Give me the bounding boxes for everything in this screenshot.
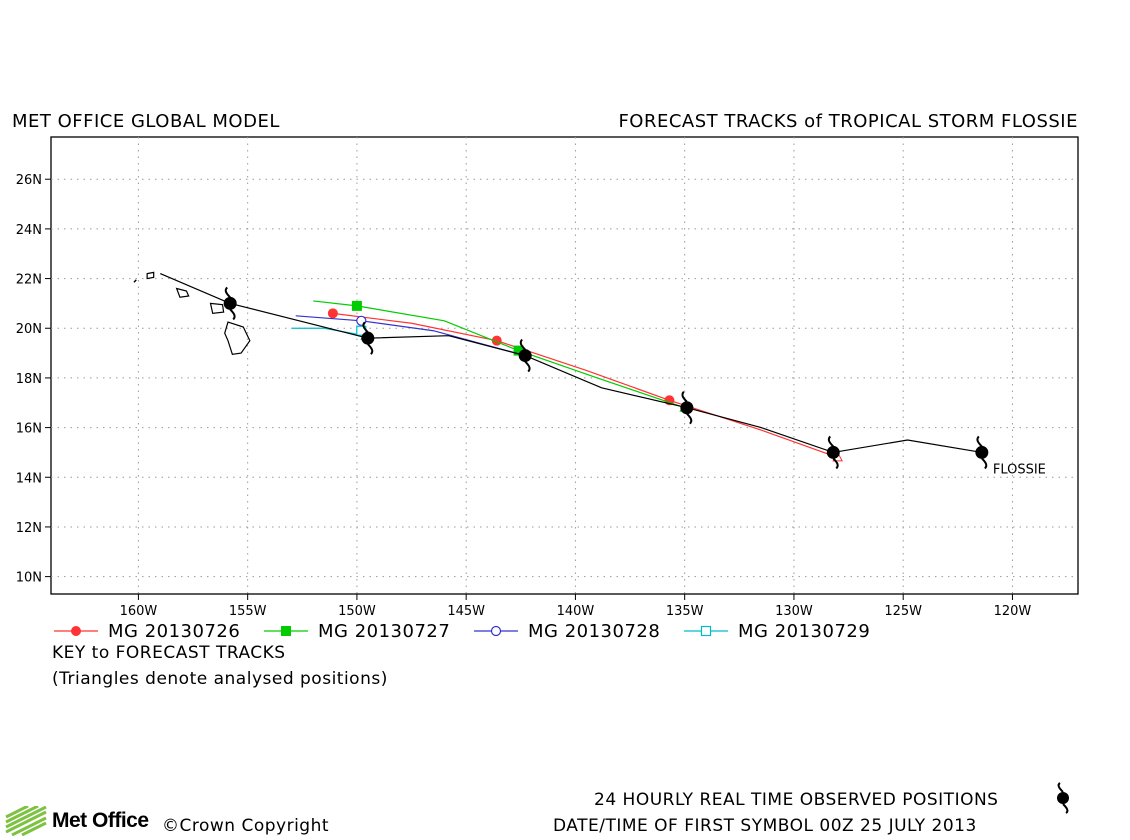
forecast-marker xyxy=(513,345,524,356)
forecast-track-line xyxy=(332,312,838,458)
legend-marker-blue-open-circle xyxy=(474,625,518,637)
island-coastline xyxy=(146,271,155,280)
key-note: (Triangles denote analysed positions) xyxy=(52,669,388,689)
lon-tick-label: 120W xyxy=(994,604,1032,619)
tropical-storm-symbol-icon xyxy=(680,391,694,425)
lat-tick-label: 10N xyxy=(16,571,42,586)
lon-tick-label: 160W xyxy=(120,604,158,619)
legend-item-mg20130726: MG 20130726 xyxy=(52,620,240,642)
first-symbol-datetime: DATE/TIME OF FIRST SYMBOL 00Z 25 JULY 20… xyxy=(553,816,977,836)
observed-track-line xyxy=(160,273,982,454)
legend-marker-red-circle xyxy=(54,626,98,636)
lat-tick-label: 16N xyxy=(16,422,42,437)
legend-marker-green-square xyxy=(264,626,308,636)
island-niihau xyxy=(133,279,137,283)
tropical-storm-symbol-icon xyxy=(826,435,840,470)
storm-symbol-core xyxy=(518,349,532,363)
storm-symbol-arm xyxy=(832,457,839,470)
legend-label: MG 20130729 xyxy=(738,620,871,642)
lon-tick-label: 135W xyxy=(666,604,704,619)
tropical-storm-symbol-icon xyxy=(361,321,375,355)
storm-symbol-arm xyxy=(976,435,983,448)
lat-tick-label: 12N xyxy=(16,521,42,536)
storm-symbol-core xyxy=(975,445,989,459)
storm-symbol-arm xyxy=(681,391,688,403)
right-title: FORECAST TRACKS of TROPICAL STORM FLOSSI… xyxy=(618,111,1078,132)
island-coastline xyxy=(224,321,251,355)
island-coastline xyxy=(175,287,190,298)
storm-symbol-core xyxy=(826,445,840,459)
left-title: MET OFFICE GLOBAL MODEL xyxy=(12,111,280,132)
legend-item-mg20130729: MG 20130729 xyxy=(682,620,870,642)
tropical-storm-symbol-icon xyxy=(223,286,237,321)
storm-symbol-arm xyxy=(524,360,531,373)
observed-positions-note: 24 HOURLY REAL TIME OBSERVED POSITIONS xyxy=(594,790,999,810)
key-title: KEY to FORECAST TRACKS xyxy=(52,643,286,663)
storm-symbol-arm xyxy=(224,286,231,299)
forecast-marker xyxy=(351,300,362,311)
legend-label: MG 20130726 xyxy=(108,620,241,642)
met-office-logo: Met Office xyxy=(4,806,149,836)
legend-label: MG 20130727 xyxy=(318,620,451,642)
storm-symbol-arm xyxy=(367,343,374,355)
storm-symbol-arm xyxy=(229,308,236,321)
storm-symbol-core xyxy=(680,401,694,415)
logo-text: Met Office xyxy=(52,809,149,832)
forecast-track-line xyxy=(313,300,685,409)
lat-tick-label: 20N xyxy=(16,322,42,337)
storm-name-label: FLOSSIE xyxy=(993,462,1046,477)
plot-frame xyxy=(50,136,1079,595)
storm-symbol-arm xyxy=(519,338,526,351)
lon-tick-label: 150W xyxy=(338,604,376,619)
lon-tick-label: 130W xyxy=(775,604,813,619)
lat-tick-label: 24N xyxy=(16,223,42,238)
storm-symbol-core xyxy=(361,331,375,345)
storm-symbol-core xyxy=(223,296,237,310)
storm-symbol-arm xyxy=(827,435,834,448)
lat-tick-label: 22N xyxy=(16,273,42,288)
legend-item-mg20130727: MG 20130727 xyxy=(262,620,450,642)
legend-item-mg20130728: MG 20130728 xyxy=(472,620,660,642)
lat-tick-label: 14N xyxy=(16,471,42,486)
lat-tick-label: 26N xyxy=(16,173,42,188)
legend-marker-cyan-open-square xyxy=(684,625,728,637)
island-coastline xyxy=(209,302,225,314)
forecast-track-line xyxy=(291,327,366,337)
lon-tick-label: 145W xyxy=(447,604,485,619)
tropical-storm-symbol-icon xyxy=(975,435,989,470)
lon-tick-label: 140W xyxy=(557,604,595,619)
lat-tick-label: 18N xyxy=(16,372,42,387)
lon-tick-label: 125W xyxy=(884,604,922,619)
tropical-storm-symbol-icon xyxy=(518,338,532,373)
storm-symbol-arm xyxy=(981,457,988,470)
copyright: ©Crown Copyright xyxy=(162,816,330,836)
hurricane-symbol-icon xyxy=(1057,782,1069,814)
storm-symbol-arm xyxy=(362,321,369,333)
legend-label: MG 20130728 xyxy=(528,620,661,642)
forecast-marker xyxy=(327,308,338,319)
storm-symbol-arm xyxy=(686,413,693,425)
lon-tick-label: 155W xyxy=(229,604,267,619)
met-office-logo-icon xyxy=(5,806,47,836)
